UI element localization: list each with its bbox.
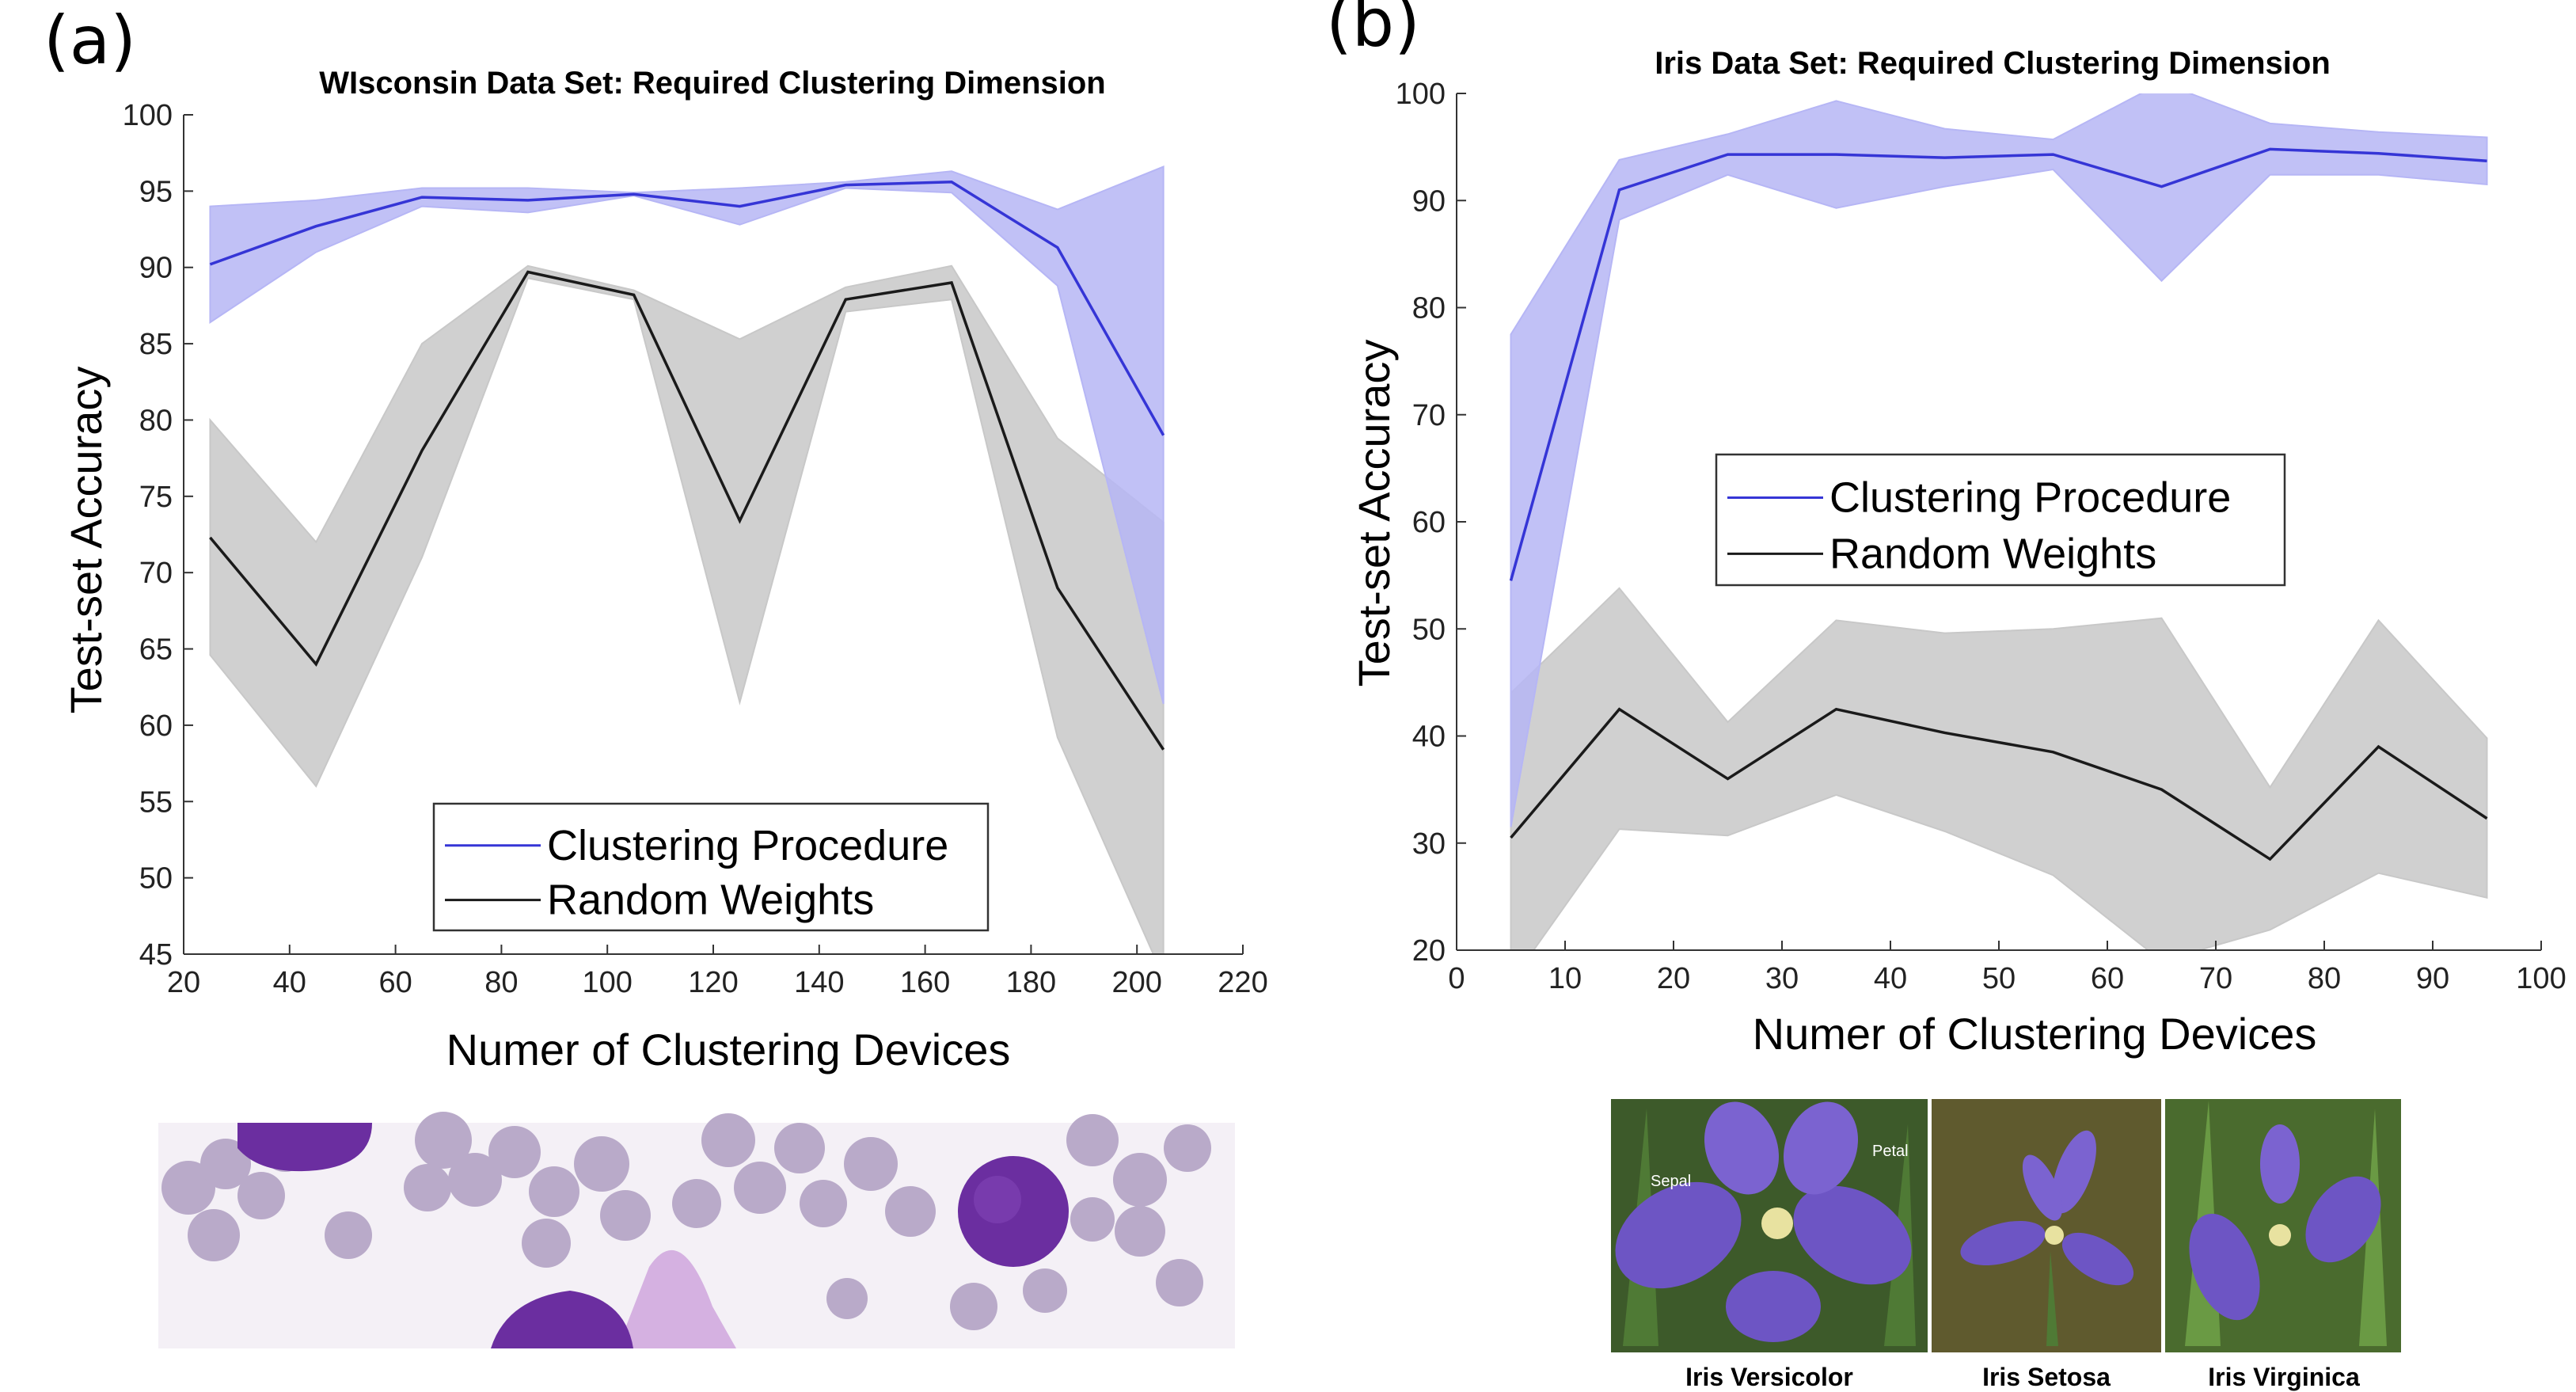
series-layer bbox=[209, 165, 1165, 954]
blood-cell-image bbox=[158, 1112, 1235, 1348]
confidence-band-clustering-procedure bbox=[209, 165, 1165, 705]
x-tick-label: 80 bbox=[2308, 962, 2341, 995]
y-tick-label: 90 bbox=[139, 252, 173, 285]
caption-iris-virginica: Iris Virginica bbox=[2208, 1363, 2360, 1391]
x-axis-label-b: Numer of Clustering Devices bbox=[1753, 1009, 2317, 1059]
x-tick-label: 60 bbox=[378, 966, 412, 999]
legend-label: Clustering Procedure bbox=[547, 822, 948, 869]
iris-flowers-image: Sepal Petal Iris Versicolor Iris Setosa … bbox=[1609, 1097, 2401, 1391]
caption-iris-setosa: Iris Setosa bbox=[1982, 1363, 2111, 1391]
y-axis-label-a: Test-set Accuracy bbox=[61, 367, 111, 714]
x-tick-label: 180 bbox=[1006, 966, 1056, 999]
axes: 0 10 20 30 40 50 60 70 80 90 100 20 30 40 50 60 70 80 90 10… bbox=[1396, 78, 2567, 995]
purple-stain-top bbox=[237, 1123, 372, 1172]
panel-label-a: (a) bbox=[44, 2, 136, 79]
y-tick-label: 30 bbox=[1412, 827, 1446, 861]
iris-versicolor-photo: Sepal Petal bbox=[1611, 1099, 1928, 1352]
y-tick-label: 65 bbox=[139, 633, 173, 667]
chart-title-b: Iris Data Set: Required Clustering Dimen… bbox=[1655, 46, 2331, 81]
x-axis-label-a: Numer of Clustering Devices bbox=[446, 1025, 1011, 1074]
x-tick-label: 90 bbox=[2416, 962, 2449, 995]
y-tick-label: 50 bbox=[1412, 613, 1446, 646]
confidence-band-random-weights bbox=[209, 264, 1165, 954]
y-tick-label: 70 bbox=[1412, 399, 1446, 432]
x-tick-label: 100 bbox=[2516, 962, 2566, 995]
series-layer bbox=[1509, 93, 2488, 950]
panel-a-wisconsin: (a) WIsconsin Data Set: Required Cluster… bbox=[44, 2, 1268, 1074]
iris-virginica-photo bbox=[2165, 1099, 2401, 1352]
y-tick-label: 55 bbox=[139, 785, 173, 819]
x-tick-label: 0 bbox=[1448, 962, 1465, 995]
y-axis-label-b: Test-set Accuracy bbox=[1349, 340, 1399, 687]
y-tick-label: 40 bbox=[1412, 721, 1446, 754]
petal-label: Petal bbox=[1872, 1143, 1909, 1160]
purple-stain-bottom bbox=[491, 1291, 633, 1348]
axes: 20 40 60 80 100 120 140 160 180 200 220 45 50 55 60 65 7… bbox=[123, 99, 1268, 999]
x-tick-label: 200 bbox=[1111, 966, 1161, 999]
legend-box bbox=[432, 802, 990, 932]
y-tick-label: 45 bbox=[139, 938, 173, 972]
y-tick-label: 60 bbox=[139, 709, 173, 743]
x-tick-label: 70 bbox=[2199, 962, 2232, 995]
legend: Clustering Procedure Random Weights bbox=[1715, 453, 2286, 587]
y-tick-label: 75 bbox=[139, 481, 173, 514]
x-tick-label: 50 bbox=[1982, 962, 2016, 995]
legend-box bbox=[1715, 453, 2286, 587]
series-line-random-weights bbox=[209, 270, 1165, 751]
series-line-random-weights bbox=[1510, 707, 2488, 861]
x-tick-label: 80 bbox=[484, 966, 518, 999]
smudge-cell bbox=[617, 1249, 736, 1348]
y-tick-label: 20 bbox=[1412, 934, 1446, 968]
x-tick-label: 40 bbox=[1874, 962, 1907, 995]
x-tick-label: 10 bbox=[1548, 962, 1582, 995]
legend-label: Random Weights bbox=[547, 877, 874, 924]
y-tick-label: 100 bbox=[123, 99, 173, 132]
confidence-band-random-weights bbox=[1510, 587, 2488, 950]
x-tick-label: 100 bbox=[582, 966, 632, 999]
plot-area-b: 0 10 20 30 40 50 60 70 80 90 100 20 30 40 50 60 70 80 90 10… bbox=[1396, 78, 2567, 995]
confidence-band-clustering-procedure bbox=[1510, 93, 2488, 827]
y-tick-label: 50 bbox=[139, 862, 173, 896]
legend-label: Random Weights bbox=[1829, 530, 2156, 577]
legend: Clustering Procedure Random Weights bbox=[432, 802, 990, 932]
caption-iris-versicolor: Iris Versicolor bbox=[1685, 1363, 1853, 1391]
x-tick-label: 220 bbox=[1218, 966, 1267, 999]
y-tick-label: 100 bbox=[1396, 78, 1446, 111]
plot-area-a: 20 40 60 80 100 120 140 160 180 200 220 45 50 55 60 65 7… bbox=[123, 99, 1268, 999]
x-tick-label: 20 bbox=[167, 966, 200, 999]
series-line-clustering-procedure bbox=[209, 181, 1165, 436]
chart-title-a: WIsconsin Data Set: Required Clustering … bbox=[319, 66, 1105, 101]
sepal-label: Sepal bbox=[1651, 1173, 1691, 1190]
y-tick-label: 95 bbox=[139, 175, 173, 208]
panel-label-b: (b) bbox=[1326, 0, 1420, 62]
x-tick-label: 160 bbox=[900, 966, 950, 999]
x-tick-label: 140 bbox=[794, 966, 844, 999]
legend-label: Clustering Procedure bbox=[1829, 474, 2231, 521]
panel-b-iris: (b) Iris Data Set: Required Clustering D… bbox=[1326, 0, 2567, 1059]
x-tick-label: 60 bbox=[2091, 962, 2124, 995]
y-tick-label: 90 bbox=[1412, 184, 1446, 218]
iris-setosa-photo bbox=[1932, 1099, 2161, 1352]
y-tick-label: 70 bbox=[139, 557, 173, 590]
y-tick-label: 80 bbox=[1412, 292, 1446, 325]
red-blood-cells bbox=[161, 1112, 1211, 1330]
x-tick-label: 120 bbox=[688, 966, 738, 999]
x-tick-label: 30 bbox=[1765, 962, 1799, 995]
y-tick-label: 60 bbox=[1412, 506, 1446, 539]
x-tick-label: 20 bbox=[1657, 962, 1690, 995]
series-line-clustering-procedure bbox=[1509, 147, 2487, 581]
y-tick-label: 80 bbox=[139, 404, 173, 437]
x-tick-label: 40 bbox=[273, 966, 306, 999]
y-tick-label: 85 bbox=[139, 328, 173, 361]
